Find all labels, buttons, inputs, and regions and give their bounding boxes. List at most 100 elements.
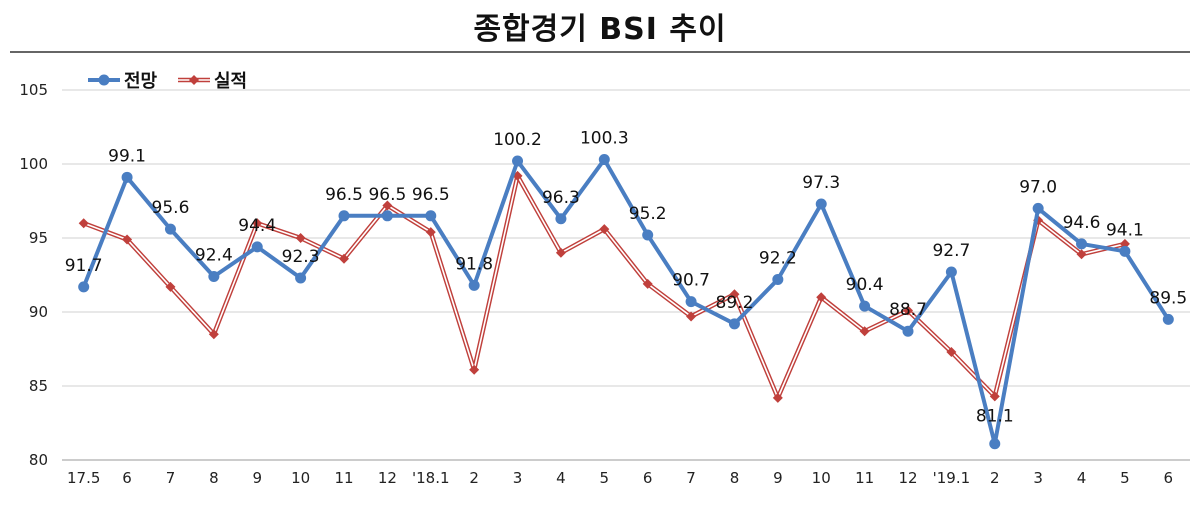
x-tick-label: 4 bbox=[1077, 469, 1087, 487]
forecast-point bbox=[642, 229, 654, 241]
data-label: 88.7 bbox=[889, 300, 927, 320]
x-tick-label: 12 bbox=[898, 469, 917, 487]
data-label: 81.1 bbox=[976, 407, 1014, 427]
y-tick-label: 80 bbox=[29, 451, 48, 469]
data-label: 97.0 bbox=[1019, 177, 1057, 197]
forecast-point bbox=[468, 279, 480, 291]
legend-marker bbox=[98, 74, 110, 86]
y-tick-label: 100 bbox=[19, 155, 48, 173]
actual-point bbox=[772, 392, 783, 403]
forecast-point bbox=[208, 270, 220, 282]
x-tick-label: 6 bbox=[122, 469, 132, 487]
data-label: 94.4 bbox=[238, 216, 276, 236]
x-tick-label: 10 bbox=[812, 469, 831, 487]
forecast-point bbox=[1032, 202, 1044, 214]
legend-item-forecast: 전망 bbox=[88, 71, 158, 92]
data-label: 96.3 bbox=[542, 188, 580, 208]
forecast-point bbox=[295, 272, 307, 284]
data-label: 92.7 bbox=[932, 241, 970, 261]
actual-point bbox=[816, 292, 827, 303]
data-label: 92.2 bbox=[759, 248, 797, 268]
x-tick-label: 10 bbox=[291, 469, 310, 487]
data-label: 97.3 bbox=[802, 173, 840, 193]
x-tick-label: '19.1 bbox=[933, 469, 971, 487]
data-label: 92.4 bbox=[195, 245, 233, 265]
data-label: 96.5 bbox=[325, 185, 363, 205]
x-tick-label: 7 bbox=[166, 469, 176, 487]
x-tick-label: 3 bbox=[513, 469, 523, 487]
actual-point bbox=[425, 227, 436, 238]
actual-point bbox=[122, 234, 133, 245]
actual-point bbox=[903, 305, 913, 316]
data-label: 100.3 bbox=[580, 129, 629, 149]
x-tick-label: 12 bbox=[378, 469, 397, 487]
forecast-point bbox=[945, 266, 957, 278]
actual-point bbox=[946, 346, 957, 357]
forecast-point bbox=[251, 241, 263, 253]
data-label: 100.2 bbox=[493, 130, 542, 150]
forecast-point bbox=[555, 213, 567, 225]
x-tick-label: 5 bbox=[1120, 469, 1130, 487]
forecast-point bbox=[728, 318, 740, 330]
legend-marker bbox=[189, 75, 199, 85]
x-tick-label: 3 bbox=[1033, 469, 1043, 487]
forecast-point bbox=[1076, 238, 1088, 250]
forecast-point bbox=[902, 325, 914, 337]
series bbox=[78, 154, 1174, 450]
data-label: 94.6 bbox=[1063, 213, 1101, 233]
actual-point bbox=[208, 329, 219, 340]
series-line-forecast bbox=[81, 157, 1170, 446]
actual-point bbox=[686, 311, 697, 322]
legend: 전망 실적 bbox=[88, 71, 247, 92]
actual-point bbox=[295, 233, 306, 243]
forecast-point bbox=[598, 154, 610, 166]
series-line-actual bbox=[82, 173, 1126, 401]
forecast-point bbox=[989, 438, 1001, 450]
actual-point bbox=[859, 326, 870, 337]
forecast-point bbox=[381, 210, 393, 222]
forecast-point bbox=[685, 296, 697, 308]
actual-point bbox=[469, 364, 480, 375]
x-tick-label: 11 bbox=[855, 469, 874, 487]
data-label: 95.6 bbox=[152, 198, 190, 218]
forecast-point bbox=[121, 171, 133, 183]
data-label: 91.7 bbox=[65, 256, 103, 276]
x-tick-label: '18.1 bbox=[412, 469, 450, 487]
x-tick-label: 2 bbox=[990, 469, 1000, 487]
forecast-point bbox=[164, 223, 176, 235]
data-label: 90.7 bbox=[672, 271, 710, 291]
forecast-point bbox=[512, 155, 524, 167]
x-tick-label: 6 bbox=[643, 469, 653, 487]
actual-point bbox=[989, 391, 1000, 402]
forecast-point bbox=[815, 198, 827, 210]
data-label: 89.5 bbox=[1149, 288, 1187, 308]
x-tick-label: 7 bbox=[686, 469, 696, 487]
x-tick-label: 9 bbox=[252, 469, 262, 487]
actual-point bbox=[642, 278, 653, 289]
data-label: 96.5 bbox=[368, 185, 406, 205]
x-tick-label: 9 bbox=[773, 469, 783, 487]
forecast-point bbox=[859, 300, 871, 312]
series-line-actual-inner bbox=[83, 175, 1126, 399]
forecast-point bbox=[772, 273, 784, 285]
x-tick-label: 4 bbox=[556, 469, 566, 487]
forecast-point bbox=[338, 210, 350, 222]
actual-point bbox=[339, 253, 349, 264]
forecast-point bbox=[425, 210, 437, 222]
y-tick-label: 95 bbox=[29, 229, 48, 247]
data-label: 92.3 bbox=[282, 247, 320, 267]
chart-title: 종합경기 BSI 추이 bbox=[473, 12, 727, 47]
y-tick-label: 85 bbox=[29, 377, 48, 395]
y-tick-label: 105 bbox=[19, 81, 48, 99]
actual-point bbox=[599, 224, 610, 235]
data-label: 91.8 bbox=[455, 254, 493, 274]
actual-point bbox=[729, 289, 740, 300]
legend-label: 실적 bbox=[214, 71, 247, 92]
data-label: 94.1 bbox=[1106, 220, 1144, 240]
actual-point bbox=[78, 218, 89, 229]
data-label: 96.5 bbox=[412, 185, 450, 205]
actual-point bbox=[1076, 249, 1087, 260]
actual-point bbox=[252, 218, 263, 229]
